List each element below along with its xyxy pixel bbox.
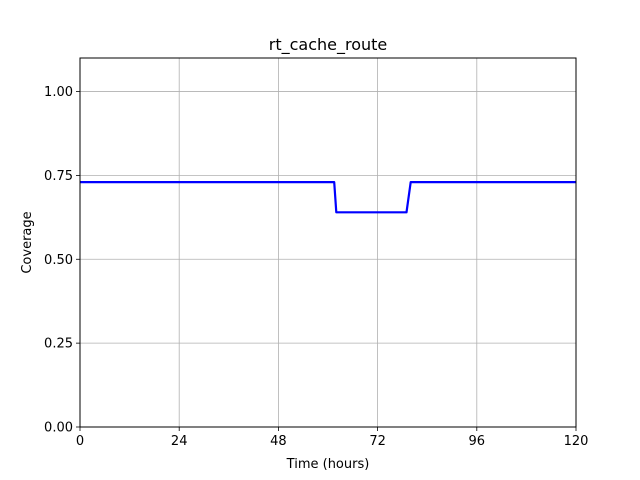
plot-area-frame: [79, 57, 577, 428]
series-layer: [80, 181, 576, 214]
y-axis: 0.00 0.25 0.50 0.75 1.00: [44, 85, 80, 436]
x-tick-label: 48: [270, 434, 287, 449]
x-axis-label: Time (hours): [286, 457, 370, 472]
series-line: [80, 181, 576, 214]
y-tick-label: 0.75: [44, 169, 73, 184]
x-tick-label: 72: [369, 434, 386, 449]
x-tick-label: 24: [171, 434, 188, 449]
x-tick-label: 96: [469, 434, 486, 449]
y-tick-label: 0.25: [44, 337, 73, 352]
y-tick-label: 1.00: [44, 85, 73, 100]
y-axis-label: Coverage: [20, 211, 35, 273]
y-tick-label: 0.50: [44, 253, 73, 268]
y-tick-label: 0.00: [44, 421, 73, 436]
x-tick-label: 0: [76, 434, 84, 449]
chart-title: rt_cache_route: [269, 35, 388, 55]
x-tick-label: 120: [564, 434, 589, 449]
x-axis: 0 24 48 72 96 120: [76, 427, 589, 449]
